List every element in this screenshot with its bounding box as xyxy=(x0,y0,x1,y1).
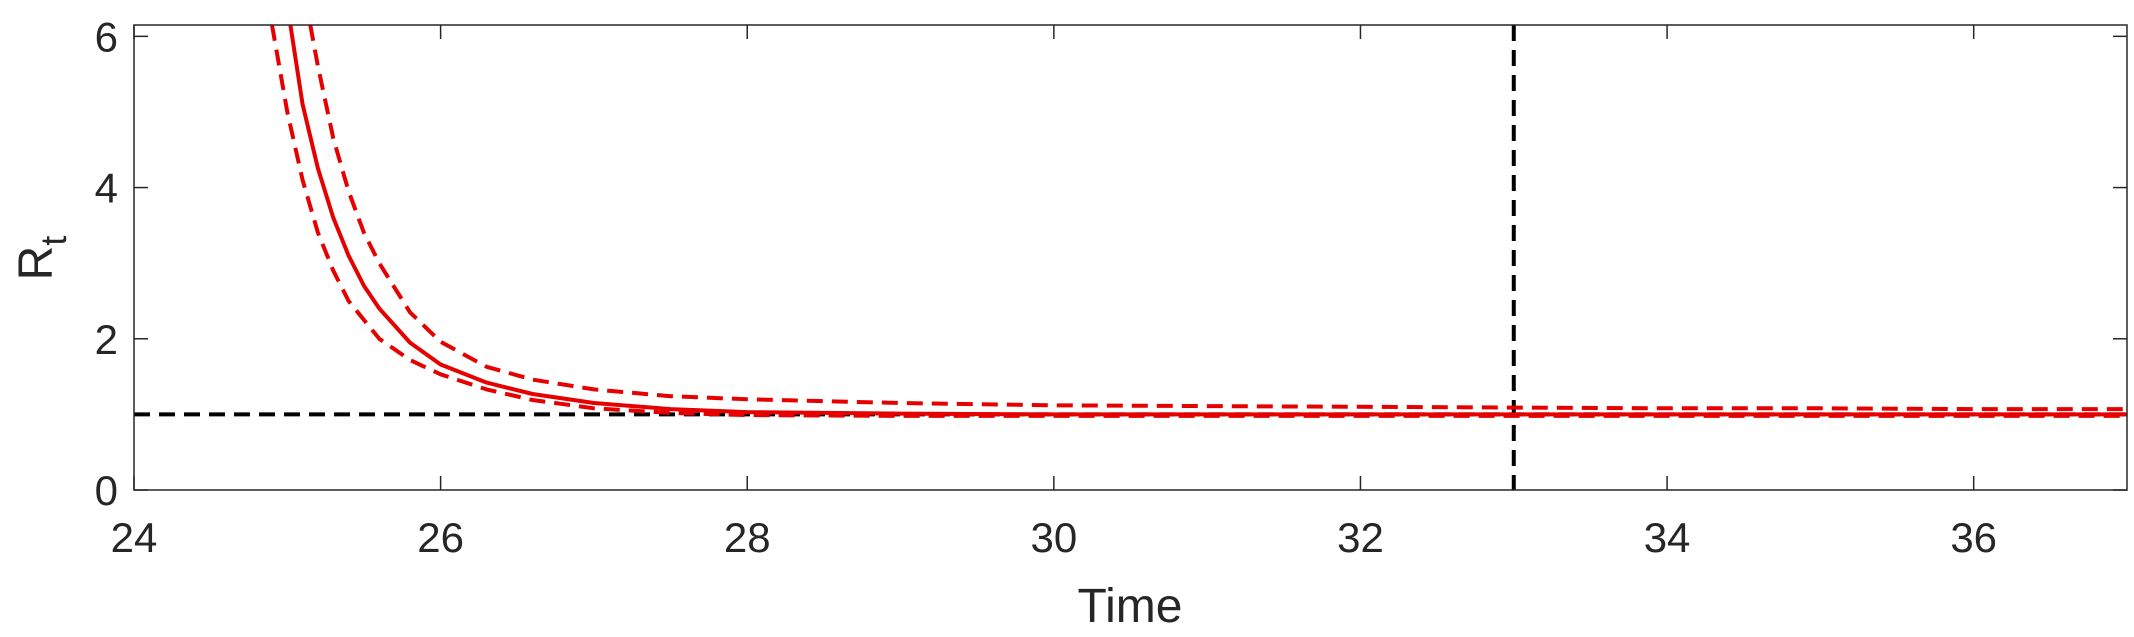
plot-area xyxy=(134,25,2127,490)
y-tick-label: 0 xyxy=(95,467,118,514)
y-axis-label: Rt xyxy=(10,236,74,281)
x-axis-label: Time xyxy=(1078,580,1183,633)
series-lines xyxy=(270,24,2127,418)
x-tick-label: 36 xyxy=(1950,514,1997,561)
x-tick-label: 26 xyxy=(417,514,464,561)
y-tick-label: 6 xyxy=(95,13,118,60)
axes-box xyxy=(133,24,2128,491)
y-axis-label-subscript: t xyxy=(33,236,74,246)
x-tick-label: 34 xyxy=(1644,514,1691,561)
y-tick-label: 2 xyxy=(95,316,118,363)
series-line-2 xyxy=(308,24,2127,412)
x-tick-label: 30 xyxy=(1030,514,1077,561)
x-tick-label: 28 xyxy=(724,514,771,561)
y-axis-label-main: R xyxy=(10,246,63,281)
y-tick-label: 4 xyxy=(95,165,118,212)
series-line-3 xyxy=(270,24,2127,418)
y-axis-ticks: 0 2 4 6 xyxy=(95,13,2127,514)
x-axis-ticks: 24 26 28 30 32 34 36 xyxy=(111,25,1997,561)
x-tick-label: 24 xyxy=(111,514,158,561)
x-tick-label: 32 xyxy=(1337,514,1384,561)
